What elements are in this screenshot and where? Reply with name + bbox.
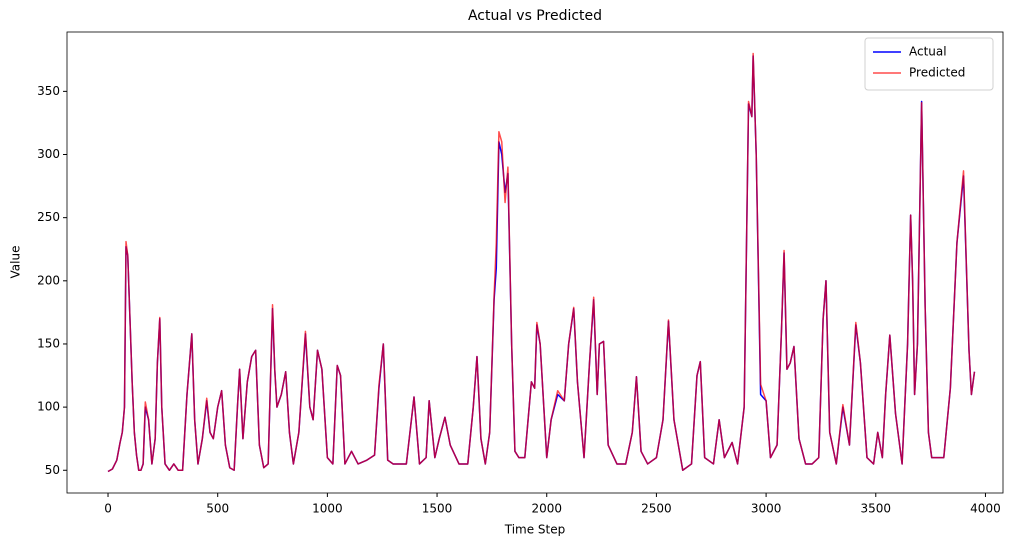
x-tick-label: 0 [104, 502, 112, 516]
y-tick-label: 150 [37, 336, 60, 350]
legend-box [864, 37, 994, 91]
y-tick-label: 350 [37, 84, 60, 98]
line-series [107, 52, 976, 473]
y-axis-label: Value [9, 246, 23, 279]
y-tick-label: 200 [37, 273, 60, 287]
x-axis-label: Time Step [504, 523, 566, 537]
plot-frame [66, 31, 1004, 494]
x-tick-label: 2000 [531, 502, 562, 516]
x-tick-label: 500 [206, 502, 229, 516]
x-tick-label: 4000 [970, 502, 1001, 516]
y-tick-label: 300 [37, 147, 60, 161]
y-tick-label: 250 [37, 210, 60, 224]
y-tick-label: 50 [45, 463, 60, 477]
x-tick-label: 3000 [751, 502, 782, 516]
legend-label: Actual [909, 45, 947, 59]
y-tick-label: 100 [37, 400, 60, 414]
x-tick-label: 3500 [860, 502, 891, 516]
x-tick-label: 1000 [312, 502, 343, 516]
x-tick-label: 1500 [422, 502, 453, 516]
chart-title: Actual vs Predicted [468, 8, 602, 24]
x-tick-label: 2500 [641, 502, 672, 516]
legend-label: Predicted [909, 66, 965, 80]
